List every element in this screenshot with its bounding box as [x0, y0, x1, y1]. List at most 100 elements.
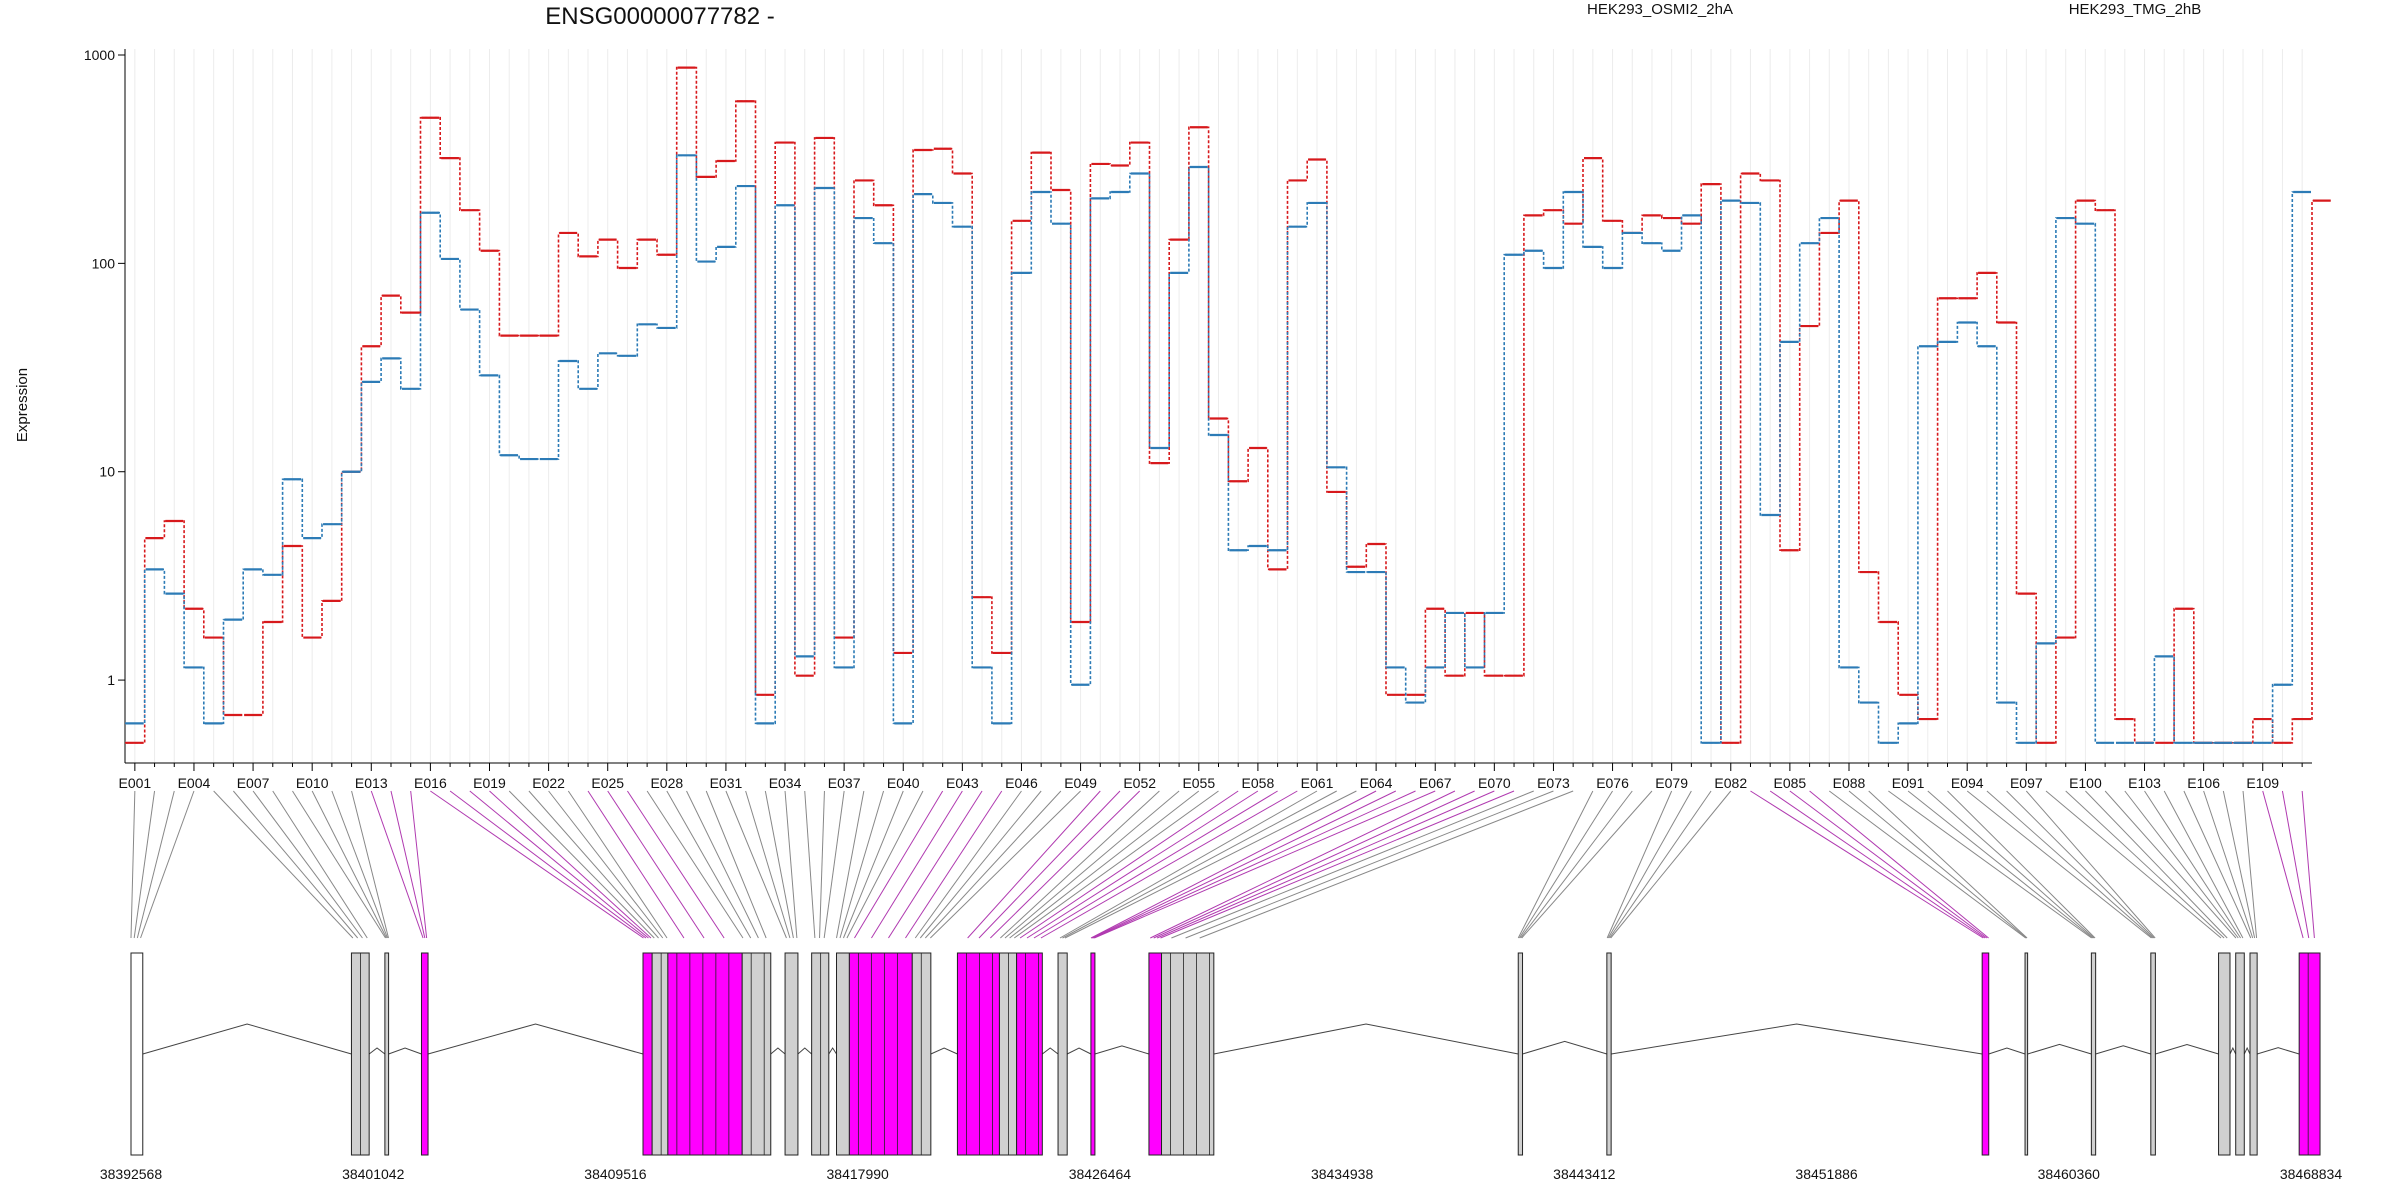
exon-block-highlighted	[420, 952, 429, 1156]
exon-block	[2218, 952, 2231, 1156]
exon-connector-line	[1004, 790, 1180, 939]
exon-connector-line	[1160, 790, 1515, 939]
exon-connector-line	[489, 790, 652, 939]
exon-connector-line	[528, 790, 659, 939]
exon-connector-line	[839, 790, 885, 939]
exon-connector-line	[2025, 790, 2156, 939]
exon-connector-line	[2085, 790, 2228, 939]
x-tick-label: E052	[1123, 775, 1156, 791]
x-tick-label: E076	[1596, 775, 1629, 791]
exon-connector-line	[1848, 790, 2027, 939]
exon-connector-line	[2183, 790, 2252, 939]
exon-connector-line	[2281, 790, 2310, 939]
exon-connector-line	[1094, 790, 1436, 939]
coordinate-label: 38460360	[2038, 1166, 2101, 1182]
x-tick-label: E058	[1242, 775, 1275, 791]
exon-block	[741, 952, 772, 1156]
exon-connector-line	[548, 790, 664, 939]
intron-line	[2095, 1045, 2151, 1055]
x-tick-label: E043	[946, 775, 979, 791]
exon-block	[2024, 952, 2029, 1156]
intron-line	[1042, 1047, 1059, 1055]
exon-connector-line	[2065, 790, 2225, 939]
exon-connector-line	[1059, 790, 1318, 939]
exon-connector-line	[1171, 790, 1534, 939]
coordinate-label: 38409516	[584, 1166, 647, 1182]
exon-connector-line	[2301, 790, 2315, 939]
exon-connector-line	[1927, 790, 2095, 939]
exon-connector-line	[1521, 790, 1653, 939]
exon-connector-line	[292, 790, 386, 939]
x-tick-label: E022	[532, 775, 565, 791]
intron-line	[1522, 1040, 1608, 1055]
exon-connector-line	[272, 790, 368, 939]
intron-line	[2243, 1046, 2251, 1055]
exon-connector-line	[1517, 790, 1594, 939]
exon-block	[130, 952, 144, 1156]
exon-block	[2249, 952, 2258, 1156]
x-tick-label: E037	[828, 775, 861, 791]
exon-connector-line	[854, 790, 944, 939]
exon-connector-line	[351, 790, 389, 939]
exon-connector-line	[725, 790, 787, 939]
exon-connector-line	[914, 790, 1022, 939]
exon-connector-line	[213, 790, 354, 939]
exon-connector-line	[1966, 790, 2152, 939]
exon-connector-line	[133, 790, 156, 939]
x-tick-label: E064	[1360, 775, 1393, 791]
exon-connector-line	[967, 790, 1101, 939]
x-tick-label: E019	[473, 775, 506, 791]
exon-connector-line	[1947, 790, 2096, 939]
x-tick-label: E109	[2246, 775, 2279, 791]
exon-connector-line	[430, 790, 644, 939]
coordinate-label: 38434938	[1311, 1166, 1374, 1182]
exon-connector-line	[836, 790, 865, 939]
exon-connector-line	[587, 790, 685, 939]
exon-connector-line	[929, 790, 1081, 939]
genomic-coordinate-labels: 38392568 38401042 38409516 38417990 38426464…	[100, 1166, 2343, 1182]
exon-connector-line	[823, 790, 845, 939]
exon-connector-line	[764, 790, 794, 939]
exon-connector-line	[469, 790, 649, 939]
exon-connector-line	[2222, 790, 2256, 939]
x-tick-label: E055	[1182, 775, 1215, 791]
intron-lines	[142, 1023, 2300, 1055]
expression-series	[125, 66, 2332, 744]
exon-connector-line	[819, 790, 825, 939]
exon-block	[2150, 952, 2156, 1156]
exon-connector-line	[410, 790, 428, 939]
exon-block	[836, 952, 850, 1156]
x-tick-label: E016	[414, 775, 447, 791]
series-line-osmi2	[125, 66, 2332, 744]
exon-connector-line	[311, 790, 387, 939]
exon-connector-line	[252, 790, 363, 939]
intron-line	[1094, 1045, 1150, 1055]
exon-block	[1057, 952, 1068, 1156]
exon-connector-line	[1040, 790, 1298, 939]
x-tick-label: E073	[1537, 775, 1570, 791]
x-tick-label: E070	[1478, 775, 1511, 791]
exon-connector-line	[804, 790, 816, 939]
exon-connector-line	[990, 790, 1141, 939]
exon-connector-line	[1156, 790, 1495, 939]
exon-connector-line	[1019, 790, 1239, 939]
intron-line	[368, 1047, 386, 1055]
x-tick-label: E079	[1655, 775, 1688, 791]
x-tick-label: E010	[296, 775, 329, 791]
y-tick-label: 1000	[84, 47, 115, 63]
exon-connector-line	[905, 790, 1003, 939]
exon-connector-line	[567, 790, 668, 939]
exon-connector-line	[1062, 790, 1337, 939]
exon-connector-line	[232, 790, 359, 939]
exon-connector-line	[1520, 790, 1633, 939]
intron-line	[2155, 1044, 2219, 1055]
gene-model-exons	[130, 952, 2321, 1156]
x-tick-label: E004	[178, 775, 211, 791]
exon-connector-line	[2104, 790, 2237, 939]
coordinate-label: 38417990	[827, 1166, 890, 1182]
exon-connector-line	[2262, 790, 2304, 939]
y-tick-label: 1	[107, 672, 115, 688]
x-tick-label: E094	[1951, 775, 1984, 791]
